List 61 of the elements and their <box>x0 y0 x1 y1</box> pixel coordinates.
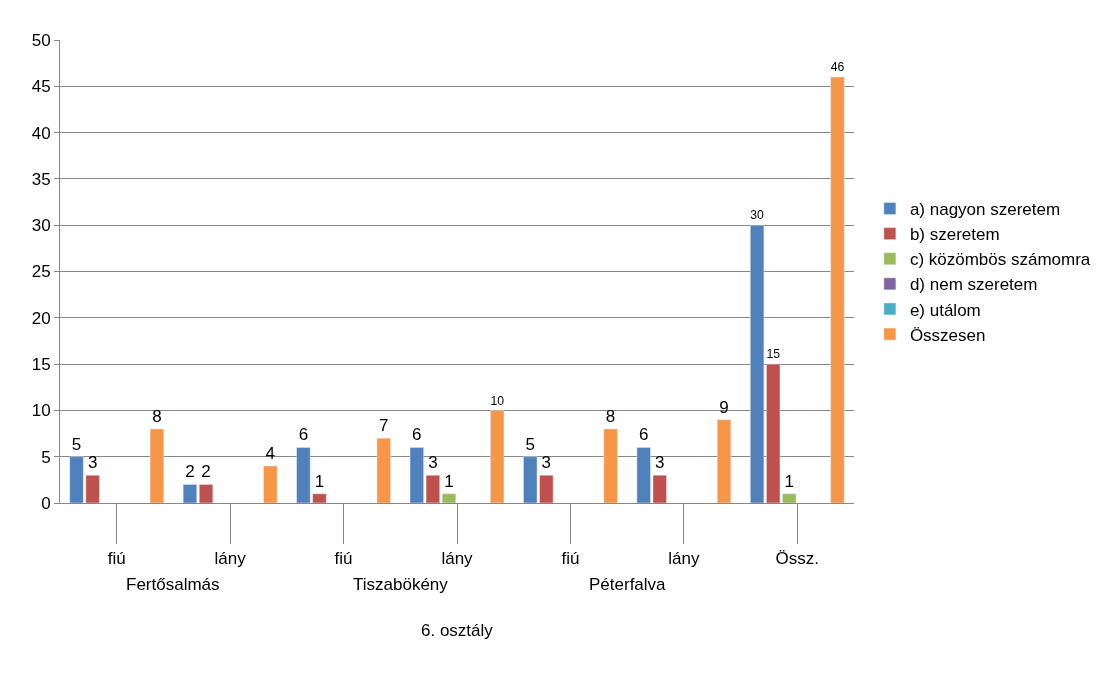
data-label: 6 <box>412 425 422 445</box>
data-label: 30 <box>750 208 765 223</box>
data-label: 7 <box>379 416 389 436</box>
legend-label: c) közömbös számomra <box>909 250 1091 270</box>
y-tick-label: 15 <box>31 355 51 375</box>
bar <box>490 410 505 503</box>
y-tick-label: 0 <box>41 493 51 513</box>
y-tick-label: 40 <box>31 123 51 143</box>
legend-label: a) nagyon szeretem <box>909 200 1061 220</box>
bar <box>198 484 214 503</box>
legend-label: Összesen <box>909 325 986 345</box>
y-tick-label: 45 <box>31 77 51 97</box>
data-label: 10 <box>490 393 505 408</box>
y-tick-label: 10 <box>31 401 51 421</box>
data-label: 6 <box>638 425 649 445</box>
text: Péterfalva <box>589 575 667 594</box>
text: Fertősalmás <box>126 575 220 594</box>
data-label: 4 <box>265 443 276 463</box>
y-tick-label: 35 <box>31 169 51 189</box>
bar <box>263 465 278 503</box>
legend-label: b) szeretem <box>909 225 1000 245</box>
legend-label: e) utálom <box>909 300 981 320</box>
data-label: 8 <box>152 406 162 426</box>
x-tick-label: lány <box>668 549 700 569</box>
data-label: 3 <box>87 453 98 473</box>
y-tick-label: 25 <box>31 262 51 282</box>
x-tick-label: lány <box>214 549 247 569</box>
bar <box>603 428 618 503</box>
data-label: 15 <box>766 347 781 362</box>
text: Tiszabökény <box>353 575 449 594</box>
bar <box>149 428 164 503</box>
data-label: 1 <box>314 471 325 491</box>
data-label: 5 <box>71 434 82 454</box>
x-tick-label: fiú <box>561 549 580 569</box>
bar <box>716 419 732 503</box>
data-label: 3 <box>655 453 665 473</box>
legend-label: d) nem szeretem <box>909 275 1038 295</box>
data-label: 5 <box>525 434 535 454</box>
y-tick-label: 5 <box>41 447 51 467</box>
data-label: 3 <box>541 453 552 473</box>
bar <box>441 493 457 503</box>
bar <box>376 437 391 503</box>
data-label: 46 <box>830 60 845 75</box>
data-label: 3 <box>428 453 438 473</box>
bar <box>830 76 845 503</box>
x-tick-label: lány <box>441 549 474 569</box>
x-tick-label: Össz. <box>775 549 820 569</box>
y-tick-label: 50 <box>31 30 51 50</box>
x-tick-label: fiú <box>107 549 126 569</box>
bar <box>182 484 198 503</box>
x-tick-label: fiú <box>334 549 353 569</box>
data-label: 9 <box>719 397 729 417</box>
y-tick-label: 20 <box>31 308 51 328</box>
text: 6. osztály <box>421 621 494 640</box>
data-label: 6 <box>298 425 309 445</box>
data-label: 2 <box>201 462 211 482</box>
data-label: 2 <box>185 462 195 482</box>
y-tick-label: 30 <box>31 216 51 236</box>
data-label: 8 <box>605 406 616 426</box>
data-label: 1 <box>444 471 454 491</box>
data-label: 1 <box>784 471 794 491</box>
